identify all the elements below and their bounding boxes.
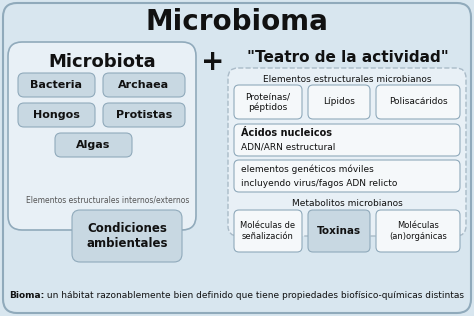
Text: Polisacáridos: Polisacáridos [389, 98, 447, 106]
FancyBboxPatch shape [376, 85, 460, 119]
Text: Bacteria: Bacteria [30, 80, 82, 90]
Text: Elementos estructurales microbianos: Elementos estructurales microbianos [263, 75, 431, 83]
Text: Protistas: Protistas [116, 110, 172, 120]
Text: Metabolitos microbianos: Metabolitos microbianos [292, 199, 402, 209]
Text: Proteínas/
péptidos: Proteínas/ péptidos [246, 92, 291, 112]
FancyBboxPatch shape [72, 210, 182, 262]
FancyBboxPatch shape [103, 103, 185, 127]
FancyBboxPatch shape [18, 73, 95, 97]
FancyBboxPatch shape [228, 68, 466, 236]
Text: incluyendo virus/fagos ADN relicto: incluyendo virus/fagos ADN relicto [241, 179, 397, 187]
Text: +: + [201, 48, 225, 76]
FancyBboxPatch shape [234, 160, 460, 192]
FancyBboxPatch shape [103, 73, 185, 97]
Text: Archaea: Archaea [118, 80, 170, 90]
Text: ADN/ARN estructural: ADN/ARN estructural [241, 143, 336, 151]
FancyBboxPatch shape [376, 210, 460, 252]
FancyBboxPatch shape [234, 210, 302, 252]
Text: "Teatro de la actividad": "Teatro de la actividad" [247, 51, 449, 65]
Text: elementos genéticos móviles: elementos genéticos móviles [241, 164, 374, 174]
FancyBboxPatch shape [308, 210, 370, 252]
Text: Microbioma: Microbioma [146, 8, 328, 36]
FancyBboxPatch shape [3, 3, 471, 313]
Text: Algas: Algas [76, 140, 110, 150]
Text: Moléculas
(an)orgánicas: Moléculas (an)orgánicas [389, 221, 447, 241]
Text: Bioma:: Bioma: [9, 291, 44, 301]
FancyBboxPatch shape [18, 103, 95, 127]
FancyBboxPatch shape [234, 85, 302, 119]
Text: Toxinas: Toxinas [317, 226, 361, 236]
Text: Hongos: Hongos [33, 110, 80, 120]
FancyBboxPatch shape [234, 124, 460, 156]
FancyBboxPatch shape [55, 133, 132, 157]
Text: un hábitat razonablemente bien definido que tiene propiedades biofísico-químicas: un hábitat razonablemente bien definido … [44, 291, 464, 301]
Text: Moléculas de
señalización: Moléculas de señalización [240, 221, 296, 241]
Text: Ácidos nucleicos: Ácidos nucleicos [241, 128, 332, 138]
Text: Microbiota: Microbiota [48, 53, 156, 71]
FancyBboxPatch shape [8, 42, 196, 230]
Text: Lípidos: Lípidos [323, 98, 355, 106]
Text: Elementos estructurales internos/externos: Elementos estructurales internos/externo… [27, 196, 190, 204]
FancyBboxPatch shape [308, 85, 370, 119]
Text: Condiciones
ambientales: Condiciones ambientales [86, 222, 168, 250]
